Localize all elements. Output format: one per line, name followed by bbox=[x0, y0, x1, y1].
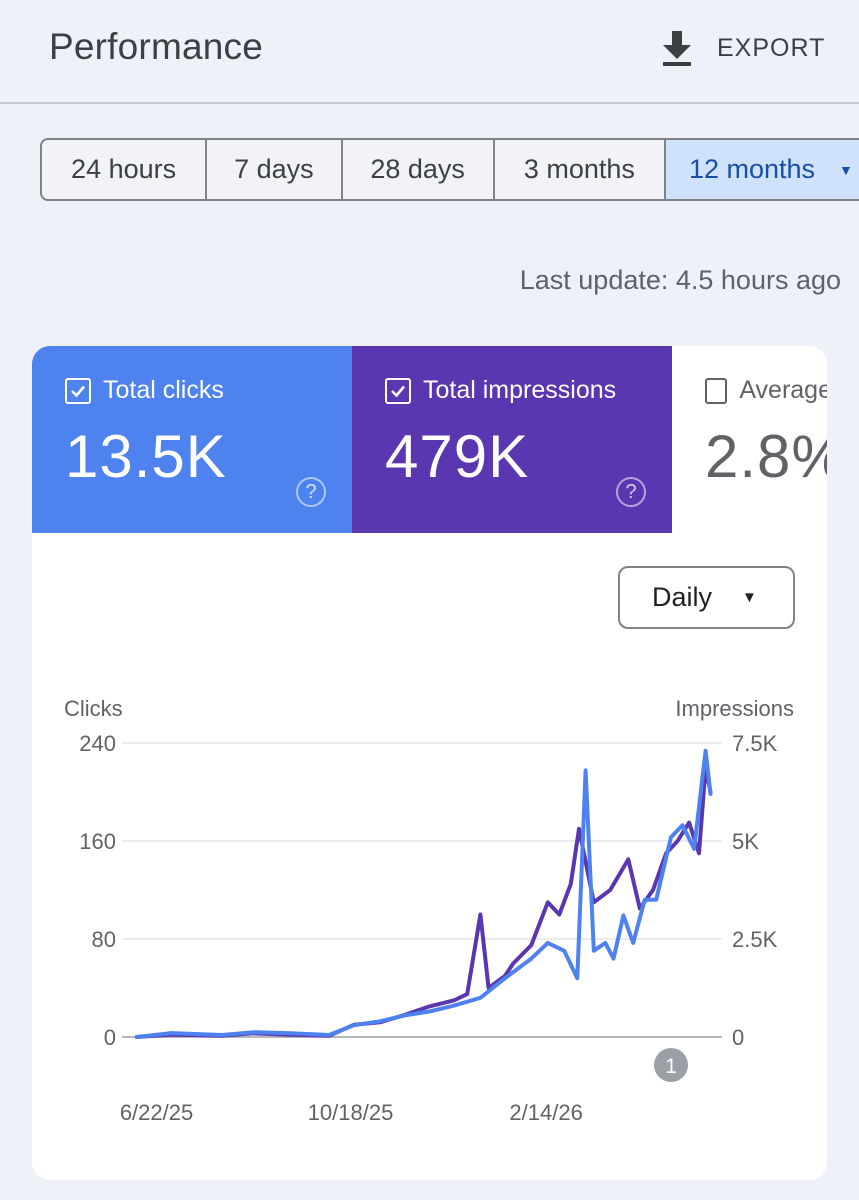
y-tick-right: 2.5K bbox=[732, 927, 778, 952]
range-label: 12 months bbox=[688, 154, 816, 184]
metric-value: 13.5K bbox=[65, 423, 227, 490]
last-update-text: Last update: 4.5 hours ago bbox=[519, 265, 841, 295]
help-icon[interactable]: ? bbox=[296, 477, 326, 507]
date-range-selector: 24 hours 7 days 28 days 3 months 12 mont… bbox=[40, 138, 859, 201]
metric-average-ctr[interactable]: Average 2.8% bbox=[672, 346, 827, 533]
impressions-series-line bbox=[134, 748, 713, 1039]
checkbox-checked-icon[interactable] bbox=[65, 377, 91, 404]
range-12-months[interactable]: 12 months ▼ bbox=[665, 140, 859, 199]
range-3-months[interactable]: 3 months bbox=[495, 140, 666, 199]
annotation-label: 1 bbox=[665, 1055, 677, 1078]
y-tick-left: 80 bbox=[92, 927, 116, 952]
checkbox-unchecked-icon[interactable] bbox=[705, 377, 728, 404]
range-label: 3 months bbox=[523, 154, 635, 184]
export-label: EXPORT bbox=[717, 33, 826, 62]
annotation-marker bbox=[654, 1048, 689, 1082]
page-title: Performance bbox=[49, 26, 264, 67]
y-tick-left: 240 bbox=[79, 731, 116, 756]
range-label: 24 hours bbox=[71, 154, 177, 184]
granularity-dropdown[interactable]: Daily ▼ bbox=[618, 566, 795, 629]
granularity-label: Daily bbox=[652, 582, 713, 612]
y-tick-right: 7.5K bbox=[732, 731, 778, 756]
metric-label: Average bbox=[739, 376, 827, 404]
metric-value: 479K bbox=[385, 423, 530, 490]
metric-label: Total clicks bbox=[103, 376, 224, 404]
chevron-down-icon: ▼ bbox=[742, 589, 757, 606]
y-axis-left-label: Clicks bbox=[64, 696, 123, 721]
x-tick: 6/22/25 bbox=[120, 1100, 193, 1125]
chevron-down-icon: ▼ bbox=[839, 161, 853, 178]
metric-value: 2.8% bbox=[705, 423, 827, 490]
y-axis-right-label: Impressions bbox=[675, 696, 794, 721]
range-24-hours[interactable]: 24 hours bbox=[42, 140, 208, 199]
clicks-series-line bbox=[134, 765, 713, 1039]
range-28-days[interactable]: 28 days bbox=[343, 140, 495, 199]
range-label: 28 days bbox=[370, 154, 465, 184]
metric-total-impressions[interactable]: Total impressions 479K ? bbox=[352, 346, 672, 533]
performance-card: Total clicks 13.5K ? Total impressions 4… bbox=[32, 346, 827, 1180]
y-tick-right: 5K bbox=[732, 829, 759, 854]
metric-total-clicks[interactable]: Total clicks 13.5K ? bbox=[32, 346, 352, 533]
metric-label: Total impressions bbox=[423, 376, 617, 404]
top-bar: Performance EXPORT bbox=[0, 0, 859, 104]
x-tick: 2/14/26 bbox=[509, 1100, 582, 1125]
y-tick-left: 0 bbox=[104, 1025, 116, 1050]
y-tick-left: 160 bbox=[79, 829, 116, 854]
range-7-days[interactable]: 7 days bbox=[207, 140, 343, 199]
download-icon bbox=[663, 31, 691, 66]
range-label: 7 days bbox=[234, 154, 314, 184]
x-tick: 10/18/25 bbox=[308, 1100, 394, 1125]
y-tick-right: 0 bbox=[732, 1025, 744, 1050]
performance-chart: Clicks Impressions 240 7.5K 160 5K 80 2.5K 0 0 6/2… bbox=[64, 696, 794, 1125]
checkbox-checked-icon[interactable] bbox=[385, 377, 411, 404]
export-button[interactable]: EXPORT bbox=[660, 28, 825, 68]
help-icon[interactable]: ? bbox=[616, 477, 646, 507]
